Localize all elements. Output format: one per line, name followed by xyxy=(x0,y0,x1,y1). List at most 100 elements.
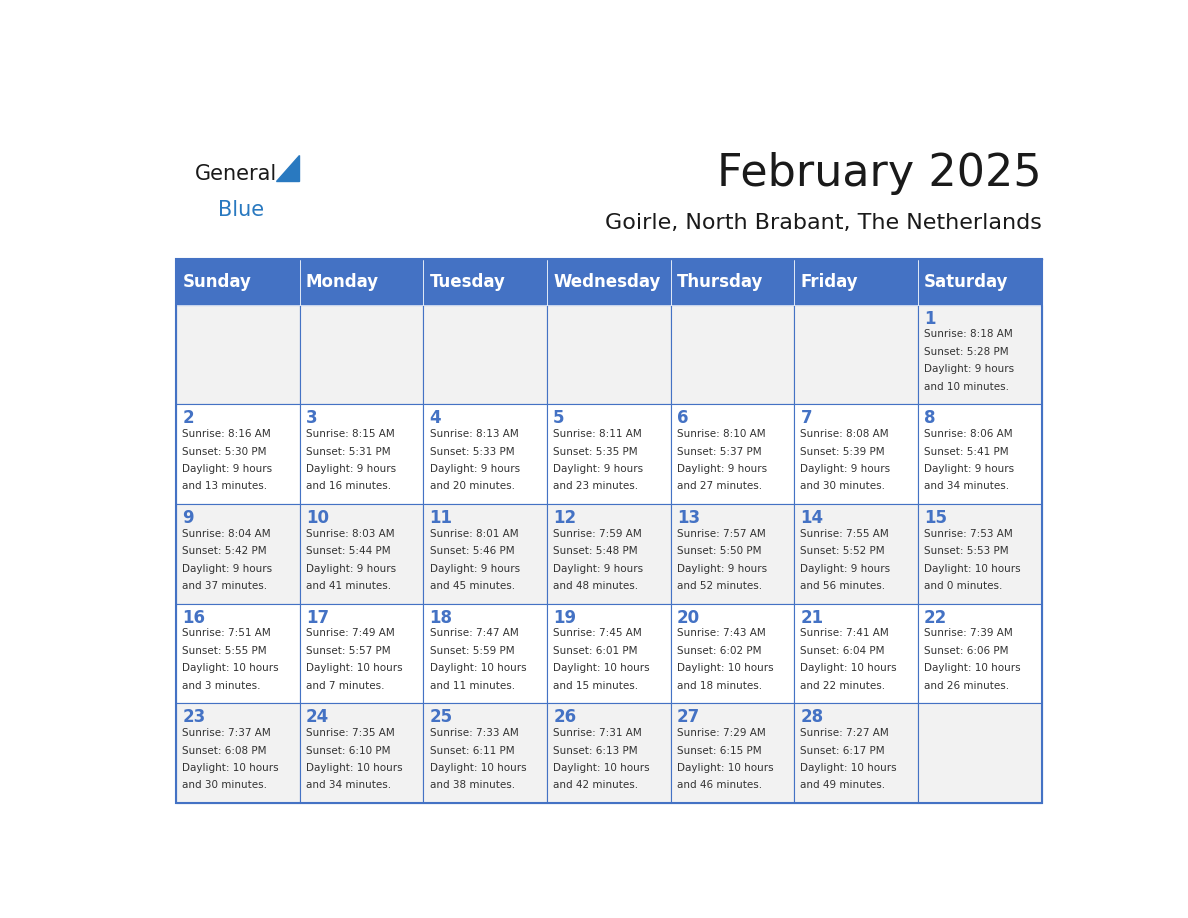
Text: Sunrise: 7:27 AM: Sunrise: 7:27 AM xyxy=(801,728,890,738)
Text: Sunset: 5:52 PM: Sunset: 5:52 PM xyxy=(801,546,885,556)
Text: 25: 25 xyxy=(430,708,453,726)
Text: Daylight: 9 hours: Daylight: 9 hours xyxy=(182,464,272,474)
Text: Daylight: 10 hours: Daylight: 10 hours xyxy=(182,763,279,773)
Text: and 52 minutes.: and 52 minutes. xyxy=(677,581,762,591)
Text: Sunrise: 7:41 AM: Sunrise: 7:41 AM xyxy=(801,629,890,638)
Bar xyxy=(299,259,423,305)
Text: Blue: Blue xyxy=(219,200,265,220)
Text: 6: 6 xyxy=(677,409,688,427)
Text: Daylight: 9 hours: Daylight: 9 hours xyxy=(554,564,644,574)
Text: Daylight: 10 hours: Daylight: 10 hours xyxy=(801,763,897,773)
Text: Sunset: 6:11 PM: Sunset: 6:11 PM xyxy=(430,745,514,756)
Text: Daylight: 9 hours: Daylight: 9 hours xyxy=(430,464,519,474)
Text: and 30 minutes.: and 30 minutes. xyxy=(801,481,885,491)
Text: and 27 minutes.: and 27 minutes. xyxy=(677,481,762,491)
Text: 9: 9 xyxy=(182,509,194,527)
Text: Sunset: 6:15 PM: Sunset: 6:15 PM xyxy=(677,745,762,756)
Text: and 48 minutes.: and 48 minutes. xyxy=(554,581,638,591)
Text: Sunrise: 7:59 AM: Sunrise: 7:59 AM xyxy=(554,529,642,539)
Text: Friday: Friday xyxy=(801,273,858,291)
Bar xyxy=(176,259,299,305)
Text: Sunrise: 7:33 AM: Sunrise: 7:33 AM xyxy=(430,728,518,738)
Text: and 56 minutes.: and 56 minutes. xyxy=(801,581,885,591)
Text: Sunset: 5:30 PM: Sunset: 5:30 PM xyxy=(182,446,267,456)
Text: Daylight: 9 hours: Daylight: 9 hours xyxy=(307,564,396,574)
Text: Sunrise: 8:06 AM: Sunrise: 8:06 AM xyxy=(924,429,1012,439)
Text: Sunrise: 7:29 AM: Sunrise: 7:29 AM xyxy=(677,728,765,738)
Text: Daylight: 10 hours: Daylight: 10 hours xyxy=(554,763,650,773)
Text: Sunset: 5:55 PM: Sunset: 5:55 PM xyxy=(182,646,267,655)
Text: Goirle, North Brabant, The Netherlands: Goirle, North Brabant, The Netherlands xyxy=(605,213,1042,233)
Text: Sunset: 5:53 PM: Sunset: 5:53 PM xyxy=(924,546,1009,556)
Text: Sunrise: 8:11 AM: Sunrise: 8:11 AM xyxy=(554,429,642,439)
Text: 2: 2 xyxy=(182,409,194,427)
Text: Daylight: 9 hours: Daylight: 9 hours xyxy=(430,564,519,574)
Text: 20: 20 xyxy=(677,609,700,626)
Bar xyxy=(671,603,795,703)
Bar xyxy=(918,504,1042,603)
Text: Sunset: 5:48 PM: Sunset: 5:48 PM xyxy=(554,546,638,556)
Text: and 13 minutes.: and 13 minutes. xyxy=(182,481,267,491)
Bar xyxy=(918,703,1042,803)
Bar xyxy=(176,603,299,703)
Text: Sunrise: 8:15 AM: Sunrise: 8:15 AM xyxy=(307,429,394,439)
Text: Sunset: 5:33 PM: Sunset: 5:33 PM xyxy=(430,446,514,456)
Text: Monday: Monday xyxy=(307,273,379,291)
Text: Daylight: 10 hours: Daylight: 10 hours xyxy=(677,664,773,673)
Bar xyxy=(176,504,299,603)
Bar xyxy=(795,703,918,803)
Text: 7: 7 xyxy=(801,409,813,427)
Text: and 34 minutes.: and 34 minutes. xyxy=(924,481,1010,491)
Text: 10: 10 xyxy=(307,509,329,527)
Text: 28: 28 xyxy=(801,708,823,726)
Bar xyxy=(546,504,671,603)
Text: Daylight: 9 hours: Daylight: 9 hours xyxy=(307,464,396,474)
Text: Sunset: 6:10 PM: Sunset: 6:10 PM xyxy=(307,745,391,756)
Text: and 10 minutes.: and 10 minutes. xyxy=(924,382,1009,392)
Text: Sunset: 6:08 PM: Sunset: 6:08 PM xyxy=(182,745,267,756)
Text: 21: 21 xyxy=(801,609,823,626)
Text: Sunset: 5:50 PM: Sunset: 5:50 PM xyxy=(677,546,762,556)
Text: and 7 minutes.: and 7 minutes. xyxy=(307,681,385,690)
Text: and 18 minutes.: and 18 minutes. xyxy=(677,681,762,690)
Text: Sunrise: 8:10 AM: Sunrise: 8:10 AM xyxy=(677,429,765,439)
Text: Daylight: 10 hours: Daylight: 10 hours xyxy=(677,763,773,773)
Text: Sunrise: 8:03 AM: Sunrise: 8:03 AM xyxy=(307,529,394,539)
Text: Sunset: 5:57 PM: Sunset: 5:57 PM xyxy=(307,646,391,655)
Text: Sunrise: 8:04 AM: Sunrise: 8:04 AM xyxy=(182,529,271,539)
Text: Sunset: 5:35 PM: Sunset: 5:35 PM xyxy=(554,446,638,456)
Text: Daylight: 10 hours: Daylight: 10 hours xyxy=(430,763,526,773)
Text: and 15 minutes.: and 15 minutes. xyxy=(554,681,638,690)
Text: 11: 11 xyxy=(430,509,453,527)
Bar xyxy=(546,259,671,305)
Text: Daylight: 10 hours: Daylight: 10 hours xyxy=(307,664,403,673)
Bar xyxy=(299,305,423,404)
Text: 27: 27 xyxy=(677,708,700,726)
Text: Sunrise: 7:51 AM: Sunrise: 7:51 AM xyxy=(182,629,271,638)
Text: 23: 23 xyxy=(182,708,206,726)
Text: Daylight: 10 hours: Daylight: 10 hours xyxy=(307,763,403,773)
Text: 22: 22 xyxy=(924,609,947,626)
Bar xyxy=(299,703,423,803)
Text: and 30 minutes.: and 30 minutes. xyxy=(182,780,267,790)
Bar xyxy=(299,603,423,703)
Text: and 38 minutes.: and 38 minutes. xyxy=(430,780,514,790)
Text: 8: 8 xyxy=(924,409,936,427)
Text: Sunset: 6:06 PM: Sunset: 6:06 PM xyxy=(924,646,1009,655)
Text: Daylight: 10 hours: Daylight: 10 hours xyxy=(924,664,1020,673)
Bar xyxy=(423,259,546,305)
Bar xyxy=(176,404,299,504)
Bar xyxy=(795,404,918,504)
Text: Sunset: 5:44 PM: Sunset: 5:44 PM xyxy=(307,546,391,556)
Text: Sunrise: 7:49 AM: Sunrise: 7:49 AM xyxy=(307,629,394,638)
Text: Daylight: 9 hours: Daylight: 9 hours xyxy=(924,364,1015,375)
Text: Sunset: 5:37 PM: Sunset: 5:37 PM xyxy=(677,446,762,456)
Bar xyxy=(423,703,546,803)
Bar xyxy=(795,305,918,404)
Text: Sunset: 5:59 PM: Sunset: 5:59 PM xyxy=(430,646,514,655)
Text: 3: 3 xyxy=(307,409,317,427)
Text: and 3 minutes.: and 3 minutes. xyxy=(182,681,261,690)
Text: Sunset: 5:42 PM: Sunset: 5:42 PM xyxy=(182,546,267,556)
Text: Sunrise: 7:39 AM: Sunrise: 7:39 AM xyxy=(924,629,1013,638)
Text: 14: 14 xyxy=(801,509,823,527)
